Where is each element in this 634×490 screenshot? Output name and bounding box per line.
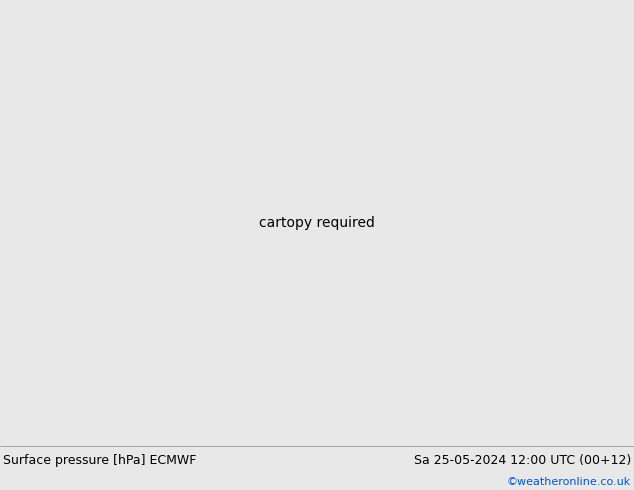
- Text: Surface pressure [hPa] ECMWF: Surface pressure [hPa] ECMWF: [3, 454, 197, 466]
- Text: Sa 25-05-2024 12:00 UTC (00+12): Sa 25-05-2024 12:00 UTC (00+12): [413, 454, 631, 466]
- Text: ©weatheronline.co.uk: ©weatheronline.co.uk: [507, 477, 631, 487]
- Text: cartopy required: cartopy required: [259, 216, 375, 230]
